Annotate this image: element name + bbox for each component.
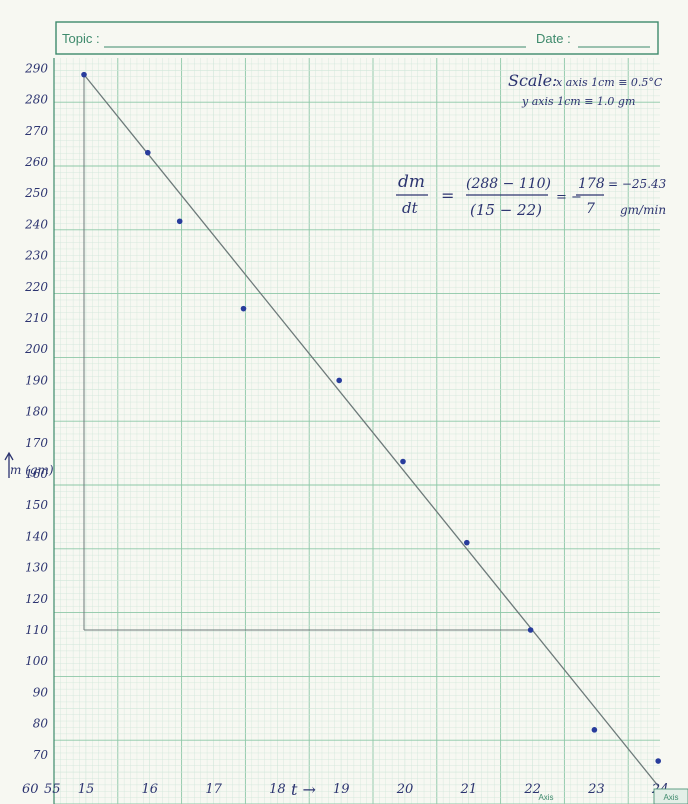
data-point bbox=[400, 458, 406, 465]
data-point bbox=[81, 71, 87, 78]
slope-frac-num: 178 bbox=[578, 176, 605, 192]
fit-line bbox=[83, 74, 659, 787]
x-tick-label: 21 bbox=[460, 782, 478, 797]
y-tick-label: 150 bbox=[25, 498, 48, 512]
data-point bbox=[655, 758, 661, 764]
x-tick-label: 18 bbox=[269, 782, 286, 797]
y-tick-label: 170 bbox=[25, 436, 48, 450]
y-tick-label: 80 bbox=[33, 717, 49, 731]
grid bbox=[53, 58, 660, 804]
x-tick-label: 17 bbox=[205, 782, 222, 797]
footer: Axis Axis bbox=[538, 788, 688, 804]
y-tick-label: 160 bbox=[25, 467, 48, 481]
header-box bbox=[55, 21, 659, 55]
y-tick-label: 260 bbox=[24, 155, 48, 169]
y-tick-label: 70 bbox=[33, 748, 49, 762]
y-tick-label: 280 bbox=[24, 93, 48, 107]
y-tick-label: 140 bbox=[25, 529, 48, 543]
data-point bbox=[336, 377, 343, 384]
y-tick-label: 250 bbox=[24, 186, 48, 200]
y-tick-label: 130 bbox=[25, 561, 48, 575]
slope-eq: = bbox=[441, 186, 454, 205]
slope-den: (15 − 22) bbox=[470, 201, 542, 219]
x-tick-label: 15 bbox=[78, 782, 95, 797]
y-axis-label: m (gm) bbox=[4, 451, 54, 478]
data-point bbox=[176, 218, 183, 225]
x-axis-label: t → bbox=[291, 780, 316, 799]
brand-logo bbox=[653, 788, 688, 804]
date-label: Date : bbox=[536, 31, 571, 46]
y-tick-label: 230 bbox=[24, 249, 48, 263]
header: Topic : Date : bbox=[55, 21, 659, 55]
data-point bbox=[591, 727, 598, 733]
x-tick-label: 19 bbox=[333, 782, 350, 797]
footer-axis-label: Axis bbox=[538, 793, 553, 802]
y-axis-arrowhead bbox=[4, 451, 14, 461]
y-tick-label: 270 bbox=[24, 124, 48, 138]
slope-unit: gm/min bbox=[620, 203, 666, 217]
origin-x-label: 55 bbox=[44, 782, 61, 797]
y-tick-label: 220 bbox=[24, 280, 48, 294]
y-tick-label: 200 bbox=[24, 342, 48, 356]
x-tick-label: 23 bbox=[587, 782, 605, 797]
y-tick-label: 100 bbox=[25, 654, 48, 668]
slope-frac-den: 7 bbox=[586, 201, 595, 217]
y-tick-label: 120 bbox=[25, 592, 48, 606]
x-tick-labels: 15161718192021222324 bbox=[78, 782, 669, 797]
slope-lhs-den: dt bbox=[402, 199, 419, 217]
y-tick-label: 110 bbox=[25, 623, 48, 637]
topic-label: Topic : bbox=[62, 31, 100, 46]
x-tick-label: 22 bbox=[523, 782, 541, 797]
origin-y-label: 60 bbox=[22, 782, 39, 797]
y-tick-labels: 70 80 90 100 110 120 130 140 150 160 170 180 190 200 2… bbox=[24, 61, 48, 761]
data-point bbox=[464, 539, 470, 546]
y-tick-label: 90 bbox=[33, 685, 49, 699]
scale-title: Scale: bbox=[508, 71, 557, 90]
scale-x: x axis 1cm ≡ 0.5°C bbox=[556, 76, 663, 89]
slope-calculation: dm dt = (288 − 110) (15 − 22) = − 178 7 … bbox=[396, 172, 667, 219]
y-tick-label: 190 bbox=[25, 373, 48, 387]
brand-logo-text: Axis bbox=[663, 793, 678, 802]
data-point bbox=[240, 305, 247, 312]
slope-lhs-num: dm bbox=[398, 172, 425, 192]
data-points bbox=[81, 71, 661, 764]
x-tick-label: 16 bbox=[142, 782, 159, 797]
data-point bbox=[527, 627, 534, 633]
x-tick-label: 20 bbox=[396, 782, 414, 797]
y-tick-label: 180 bbox=[25, 405, 48, 419]
slope-result: = −25.43 bbox=[608, 177, 667, 191]
y-tick-label: 210 bbox=[24, 311, 48, 325]
best-fit-line bbox=[83, 74, 659, 787]
scale-y: y axis 1cm ≡ 1.0 gm bbox=[521, 95, 635, 108]
slope-num: (288 − 110) bbox=[466, 176, 551, 192]
scale-annotation: Scale: x axis 1cm ≡ 0.5°C y axis 1cm ≡ 1… bbox=[508, 71, 663, 108]
data-point bbox=[145, 149, 151, 156]
slope-construction bbox=[83, 74, 531, 631]
slope-eq2: = − bbox=[556, 190, 582, 205]
y-axis-label-text: m (gm) bbox=[10, 463, 54, 477]
y-tick-label: 290 bbox=[24, 61, 48, 75]
y-tick-label: 240 bbox=[24, 217, 48, 231]
